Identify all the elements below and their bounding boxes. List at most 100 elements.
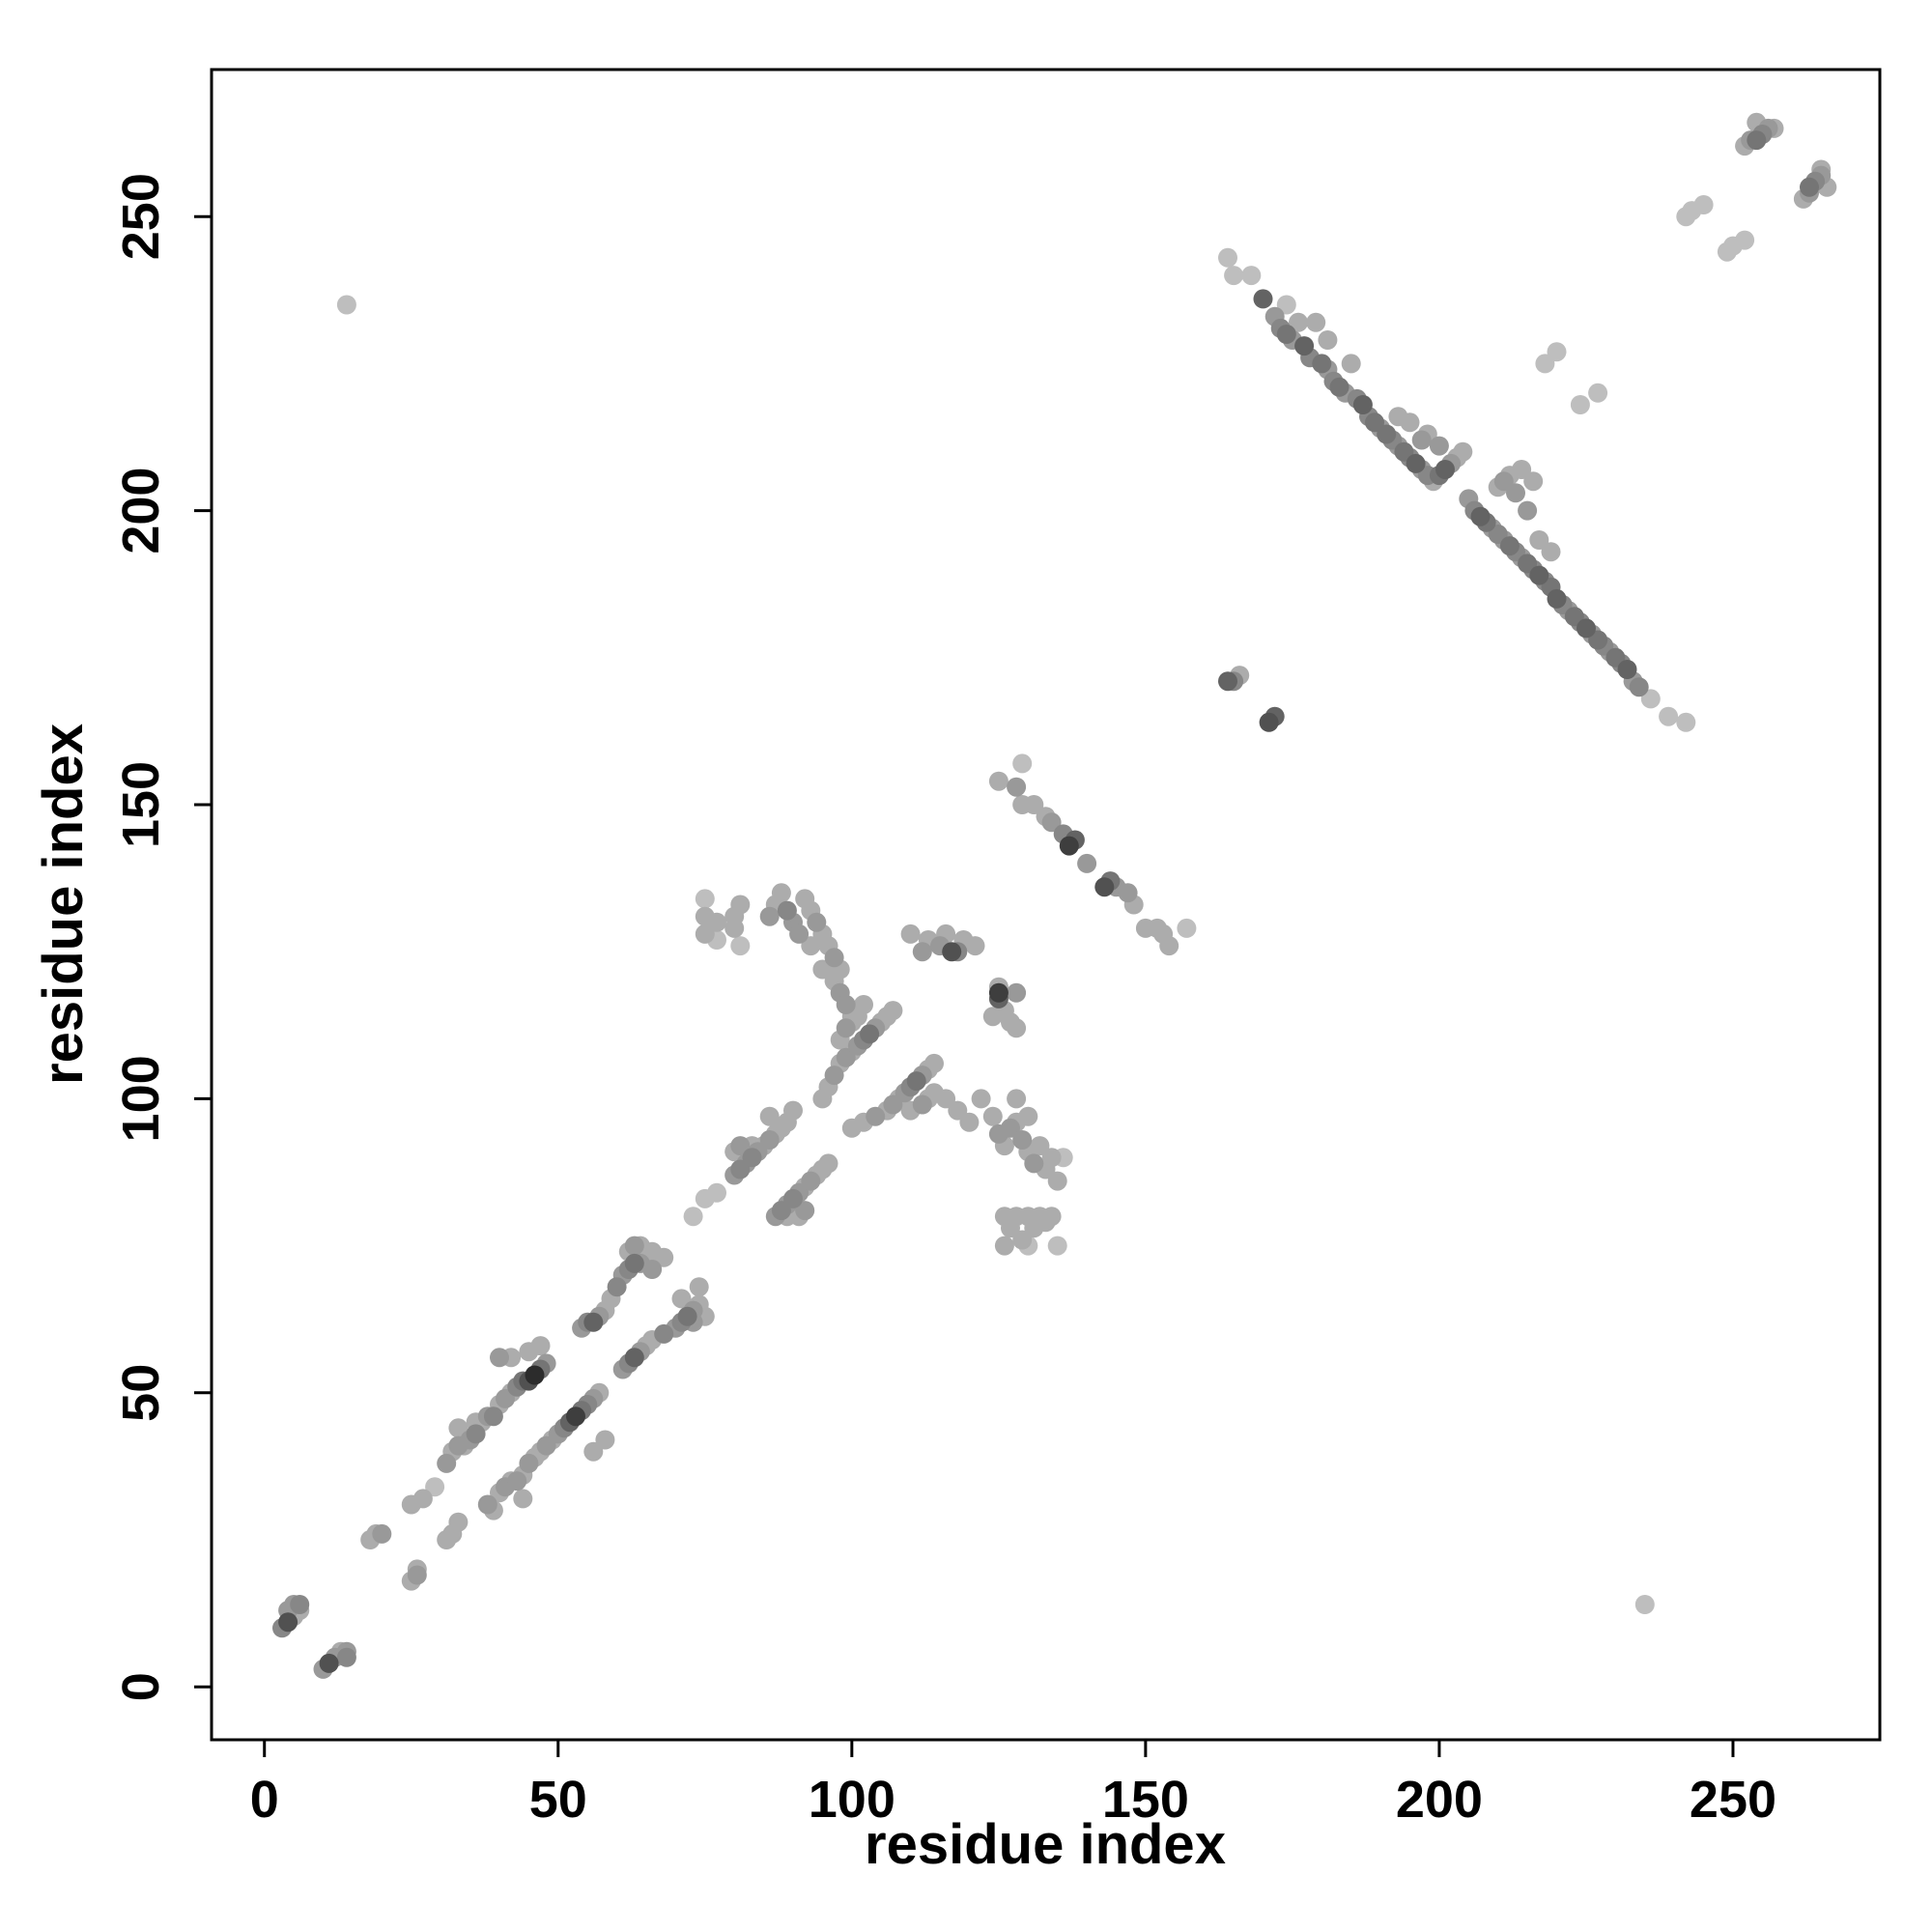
y-tick-label: 250 bbox=[112, 173, 170, 260]
contact-point bbox=[994, 1236, 1014, 1256]
contact-point bbox=[1394, 441, 1414, 462]
contact-point bbox=[1007, 1089, 1027, 1109]
contact-point bbox=[1024, 795, 1044, 814]
contact-point bbox=[496, 1388, 515, 1408]
contact-point bbox=[836, 1047, 856, 1067]
contact-point bbox=[1523, 471, 1544, 492]
contact-point bbox=[988, 982, 1009, 1003]
contact-point bbox=[695, 923, 715, 944]
contact-point bbox=[795, 1201, 815, 1221]
contact-point bbox=[818, 1153, 838, 1174]
contact-point bbox=[290, 1595, 310, 1614]
contact-point bbox=[771, 1201, 791, 1221]
contact-point bbox=[783, 1100, 803, 1121]
y-tick-label: 50 bbox=[112, 1364, 170, 1422]
contact-point bbox=[448, 1418, 469, 1438]
contact-point bbox=[695, 889, 715, 909]
contact-point bbox=[900, 923, 921, 944]
contact-point bbox=[1241, 266, 1262, 286]
contact-point bbox=[583, 1441, 604, 1462]
contact-point bbox=[1059, 836, 1079, 856]
contact-point bbox=[677, 1306, 697, 1326]
plot-frame bbox=[210, 68, 1882, 1742]
contact-point bbox=[759, 1130, 780, 1150]
axes-layer: 0 50 100 150 200 250 0 50 100 150 200 250 bbox=[112, 173, 1776, 1829]
contact-point bbox=[1012, 1130, 1033, 1150]
contact-point bbox=[1218, 671, 1237, 692]
contact-point bbox=[906, 1071, 926, 1092]
contact-point bbox=[1012, 753, 1033, 774]
contact-point bbox=[801, 1171, 821, 1191]
x-tick-label: 250 bbox=[1690, 1771, 1776, 1829]
contact-point bbox=[836, 995, 856, 1014]
contact-point bbox=[759, 1106, 780, 1126]
contact-point bbox=[1289, 312, 1308, 332]
contact-point bbox=[1177, 918, 1197, 938]
contact-point bbox=[1512, 460, 1532, 479]
contact-point bbox=[982, 1007, 1003, 1027]
contact-point bbox=[1429, 436, 1449, 456]
contact-point bbox=[883, 1001, 903, 1021]
contact-point bbox=[1529, 530, 1549, 550]
contact-point bbox=[1276, 295, 1296, 315]
contact-point bbox=[866, 1106, 886, 1126]
points-layer bbox=[272, 112, 1837, 1679]
contact-point bbox=[1588, 630, 1608, 650]
contact-point bbox=[777, 900, 797, 921]
y-tick-label: 200 bbox=[112, 468, 170, 554]
contact-point bbox=[1329, 377, 1350, 397]
contact-point bbox=[942, 942, 962, 962]
contact-point bbox=[1747, 130, 1767, 151]
contact-point bbox=[836, 1018, 856, 1038]
contact-point bbox=[513, 1489, 533, 1509]
contact-point bbox=[1312, 354, 1332, 374]
x-tick-label: 50 bbox=[529, 1771, 587, 1829]
contact-point bbox=[1406, 453, 1426, 473]
contact-point bbox=[624, 1253, 644, 1273]
contact-point bbox=[336, 1647, 356, 1667]
contact-point bbox=[1224, 266, 1244, 286]
contact-point bbox=[912, 1094, 932, 1115]
contact-point bbox=[519, 1453, 539, 1473]
contact-point bbox=[730, 1136, 751, 1156]
contact-point bbox=[425, 1477, 445, 1497]
contact-point bbox=[1577, 618, 1596, 639]
x-tick-label: 100 bbox=[809, 1771, 895, 1829]
contact-point bbox=[624, 1236, 644, 1256]
contact-point bbox=[1318, 330, 1338, 350]
x-axis-label: residue index bbox=[865, 1813, 1226, 1876]
contact-point bbox=[1306, 312, 1326, 332]
contact-point bbox=[1041, 812, 1062, 833]
contact-point bbox=[1634, 1595, 1655, 1614]
contact-point bbox=[1001, 1118, 1020, 1138]
contact-point bbox=[1018, 1106, 1038, 1126]
contact-point bbox=[1488, 525, 1508, 544]
contact-point bbox=[671, 1289, 692, 1309]
contact-point bbox=[1564, 607, 1584, 627]
y-axis-label: residue index bbox=[32, 724, 95, 1085]
contact-point bbox=[1007, 777, 1027, 797]
contact-point bbox=[689, 1277, 709, 1297]
contact-point bbox=[1470, 506, 1491, 526]
contact-point bbox=[525, 1365, 545, 1385]
contact-point bbox=[1041, 1207, 1062, 1227]
contact-point bbox=[730, 895, 751, 915]
contact-point bbox=[1617, 660, 1637, 679]
contact-point bbox=[707, 912, 726, 932]
contact-point bbox=[1640, 689, 1661, 709]
contact-point bbox=[824, 948, 844, 968]
contact-point bbox=[912, 942, 932, 962]
contact-point bbox=[924, 1053, 944, 1073]
y-tick-label: 0 bbox=[112, 1672, 170, 1701]
y-tick-label: 150 bbox=[112, 761, 170, 848]
contact-point bbox=[789, 923, 810, 944]
contact-point bbox=[948, 1100, 968, 1121]
contact-point bbox=[824, 1065, 844, 1086]
contact-point bbox=[1493, 471, 1514, 492]
contact-point bbox=[607, 1277, 627, 1297]
contact-point bbox=[437, 1453, 457, 1473]
contact-point bbox=[1047, 1236, 1067, 1256]
contact-point bbox=[783, 1188, 803, 1208]
contact-point bbox=[1529, 565, 1549, 585]
contact-point bbox=[1588, 383, 1608, 403]
